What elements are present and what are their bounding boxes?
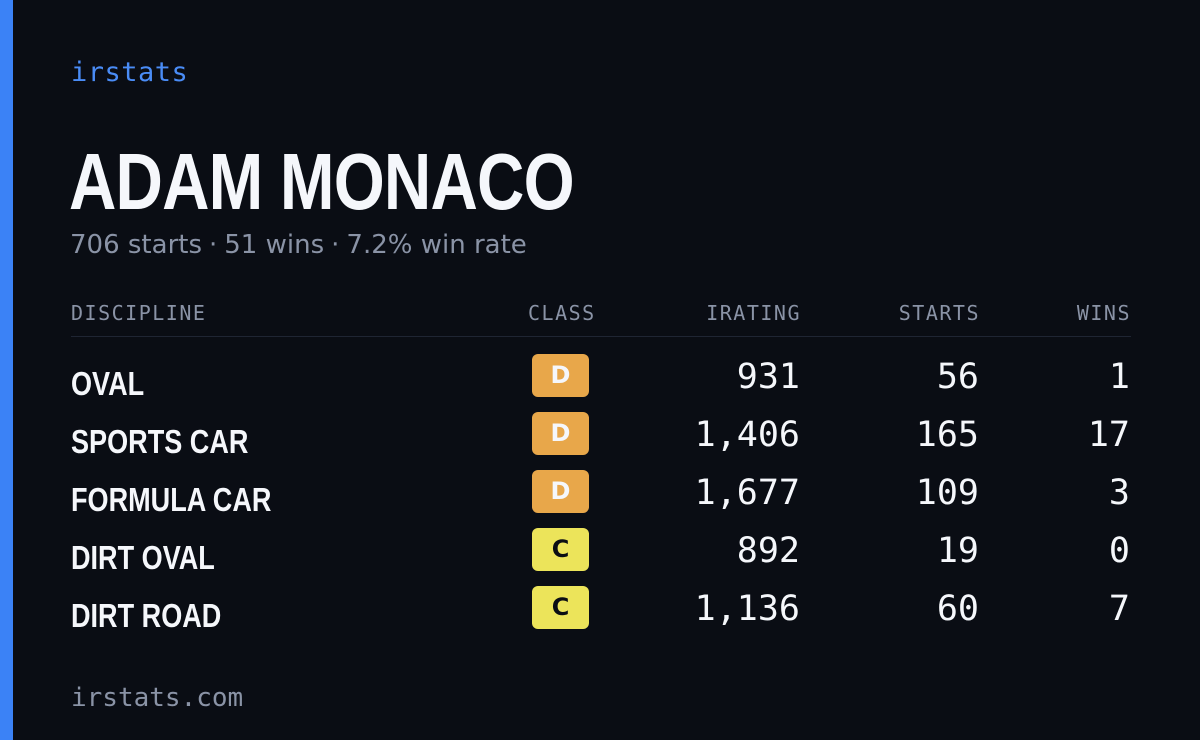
separator: · [209,230,218,260]
wins-value: 3 [1108,473,1130,513]
irating-value: 892 [736,531,800,571]
wins-value: 17 [1087,415,1130,455]
starts-value: 60 [936,589,979,629]
starts-value: 19 [936,531,979,571]
starts-summary: 706 starts [70,230,202,260]
table-row: DIRT ROAD C 1,136 60 7 [71,586,1131,644]
wins-value: 0 [1108,531,1130,571]
discipline-name: DIRT OVAL [71,539,215,576]
license-class-badge: C [532,586,589,629]
table-row: DIRT OVAL C 892 19 0 [71,528,1131,586]
column-header-irating: IRATING [706,301,801,325]
separator: · [331,230,340,260]
discipline-name: DIRT ROAD [71,597,222,634]
license-class-badge: D [532,412,589,455]
starts-value: 56 [936,357,979,397]
win-rate-summary: 7.2% win rate [346,230,527,260]
irating-value: 1,406 [694,415,800,455]
starts-value: 109 [915,473,979,513]
driver-summary: 706 starts · 51 wins · 7.2% win rate [70,228,527,262]
license-class-badge: D [532,470,589,513]
irating-value: 1,677 [694,473,800,513]
irating-value: 931 [736,357,800,397]
column-header-wins: WINS [1076,301,1131,325]
table-row: SPORTS CAR D 1,406 165 17 [71,412,1131,470]
table-row: OVAL D 931 56 1 [71,354,1131,412]
brand-logo[interactable]: irstats [71,57,189,88]
table-row: FORMULA CAR D 1,677 109 3 [71,470,1131,528]
irating-value: 1,136 [694,589,800,629]
discipline-name: OVAL [71,365,145,402]
accent-bar [0,0,13,740]
column-header-starts: STARTS [898,301,980,325]
starts-value: 165 [915,415,979,455]
wins-value: 1 [1108,357,1130,397]
driver-name: ADAM MONACO [69,137,575,226]
discipline-name: FORMULA CAR [71,481,272,518]
wins-value: 7 [1108,589,1130,629]
table-header: DISCIPLINE CLASS IRATING STARTS WINS [71,296,1131,337]
column-header-class: CLASS [528,301,596,325]
stats-table: DISCIPLINE CLASS IRATING STARTS WINS OVA… [71,296,1131,644]
license-class-badge: D [532,354,589,397]
column-header-discipline: DISCIPLINE [71,301,207,325]
footer-url[interactable]: irstats.com [71,683,244,713]
license-class-badge: C [532,528,589,571]
discipline-name: SPORTS CAR [71,423,249,460]
wins-summary: 51 wins [224,230,325,260]
table-body: OVAL D 931 56 1 SPORTS CAR D 1,406 165 1… [71,354,1131,644]
